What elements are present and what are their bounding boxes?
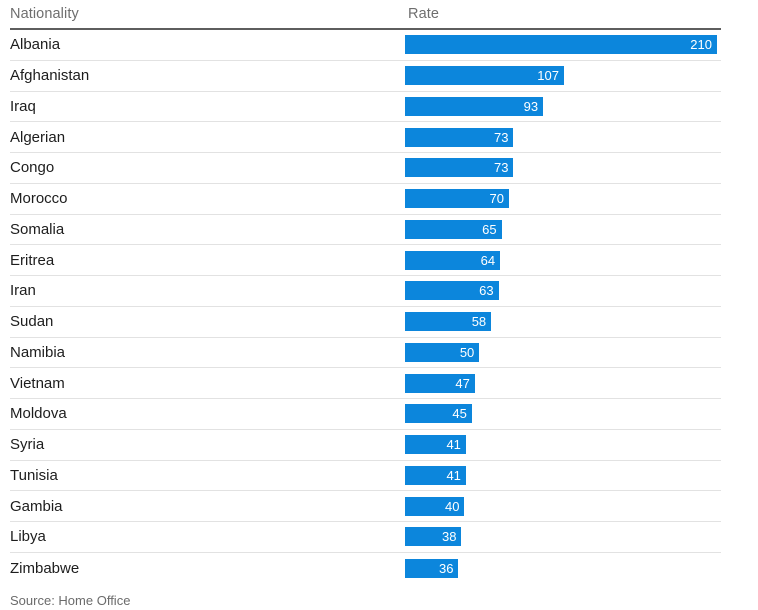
rate-value: 210 [690,37,712,53]
nationality-label: Congo [10,159,55,177]
nationality-label: Iraq [10,97,36,115]
bar-track: 50 [405,342,721,362]
nationality-label: Tunisia [10,466,58,484]
rate-bar: 107 [405,66,564,86]
rate-bar: 210 [405,35,717,55]
nationality-label: Afghanistan [10,67,90,85]
rate-bar: 93 [405,96,544,116]
nationality-label: Vietnam [10,374,65,392]
rate-value: 64 [480,252,496,268]
table-row: Iraq 93 [10,92,721,123]
nationality-label: Sudan [10,313,54,331]
rate-value: 36 [439,560,454,576]
table-row: Namibia 50 [10,338,721,369]
table-row: Tunisia 41 [10,461,721,492]
rate-value: 38 [442,529,457,545]
rate-value: 50 [459,344,475,360]
source-note: Source: Home Office [10,592,131,608]
rate-value: 65 [482,221,497,237]
bar-track: 73 [405,127,721,147]
bar-track: 73 [405,158,721,178]
nationality-label: Morocco [10,190,68,208]
table-row: Algerian 73 [10,122,721,153]
table-header-row: Nationality Rate [10,0,721,30]
rate-value: 41 [446,467,461,483]
bar-track: 107 [405,66,721,86]
nationality-label: Somalia [10,220,65,238]
bar-track: 64 [405,250,721,270]
bar-track: 93 [405,96,721,116]
table-row: Syria 41 [10,430,721,461]
rate-bar: 45 [405,404,472,424]
bar-track: 41 [405,435,721,455]
rate-value: 107 [537,68,559,84]
rate-value: 45 [452,406,467,422]
bar-track: 45 [405,404,721,424]
bar-track: 40 [405,496,721,516]
rate-value: 93 [523,98,539,114]
rate-bar: 38 [405,527,462,547]
rate-bar: 41 [405,465,466,485]
table-row: Afghanistan 107 [10,61,721,92]
nationality-label: Gambia [10,497,63,515]
bar-track: 210 [405,35,721,55]
table-row: Albania 210 [10,30,721,61]
table-row: Zimbabwe 36 [10,553,721,584]
rate-value: 73 [493,160,509,176]
rate-bar: 41 [405,435,466,455]
rate-bar: 70 [405,189,509,209]
nationality-label: Eritrea [10,251,55,269]
nationality-label: Iran [10,282,36,300]
table-row: Moldova 45 [10,399,721,430]
table-row: Sudan 58 [10,307,721,338]
rate-value: 40 [444,498,460,514]
nationality-label: Libya [10,528,46,546]
rate-value: 70 [489,191,504,207]
rate-bar: 47 [405,373,475,393]
column-header-nationality: Nationality [10,5,405,23]
table-row: Morocco 70 [10,184,721,215]
table-row: Vietnam 47 [10,368,721,399]
nationality-label: Syria [10,436,45,454]
bar-track: 58 [405,312,721,332]
table-body: Albania 210 Afghanistan 107 Iraq 93 Algerian 73… [10,30,721,584]
nationality-header-label: Nationality [10,6,79,22]
table-row: Iran 63 [10,276,721,307]
rate-bar: 36 [405,558,459,578]
bar-track: 38 [405,527,721,547]
table-row: Eritrea 64 [10,245,721,276]
bar-track: 63 [405,281,721,301]
table-row: Gambia 40 [10,491,721,522]
rate-bar: 73 [405,158,514,178]
bar-track: 41 [405,465,721,485]
bar-track: 70 [405,189,721,209]
rate-bar: 73 [405,127,514,147]
table-row: Congo 73 [10,153,721,184]
nationality-label: Albania [10,36,61,54]
rate-bar: 63 [405,281,499,301]
nationality-label: Zimbabwe [10,559,80,577]
rate-bar: 58 [405,312,492,332]
rate-value: 41 [446,437,461,453]
table-row: Somalia 65 [10,215,721,246]
nationality-label: Moldova [10,405,67,423]
rate-bar: 64 [405,250,501,270]
nationality-label: Namibia [10,343,66,361]
rate-bar: 65 [405,219,502,239]
nationality-label: Algerian [10,128,66,146]
bar-track: 47 [405,373,721,393]
rate-bar: 40 [405,496,465,516]
rate-header-label: Rate [408,6,440,22]
rate-bar: 50 [405,342,480,362]
column-header-rate: Rate [405,6,721,22]
bar-track: 36 [405,558,721,578]
table-row: Libya 38 [10,522,721,553]
bar-chart-table: Nationality Rate Albania 210 Afghanistan 10… [10,0,721,584]
bar-track: 65 [405,219,721,239]
rate-value: 63 [479,283,494,299]
rate-value: 58 [471,314,487,330]
rate-value: 73 [493,129,509,145]
rate-value: 47 [455,375,470,391]
